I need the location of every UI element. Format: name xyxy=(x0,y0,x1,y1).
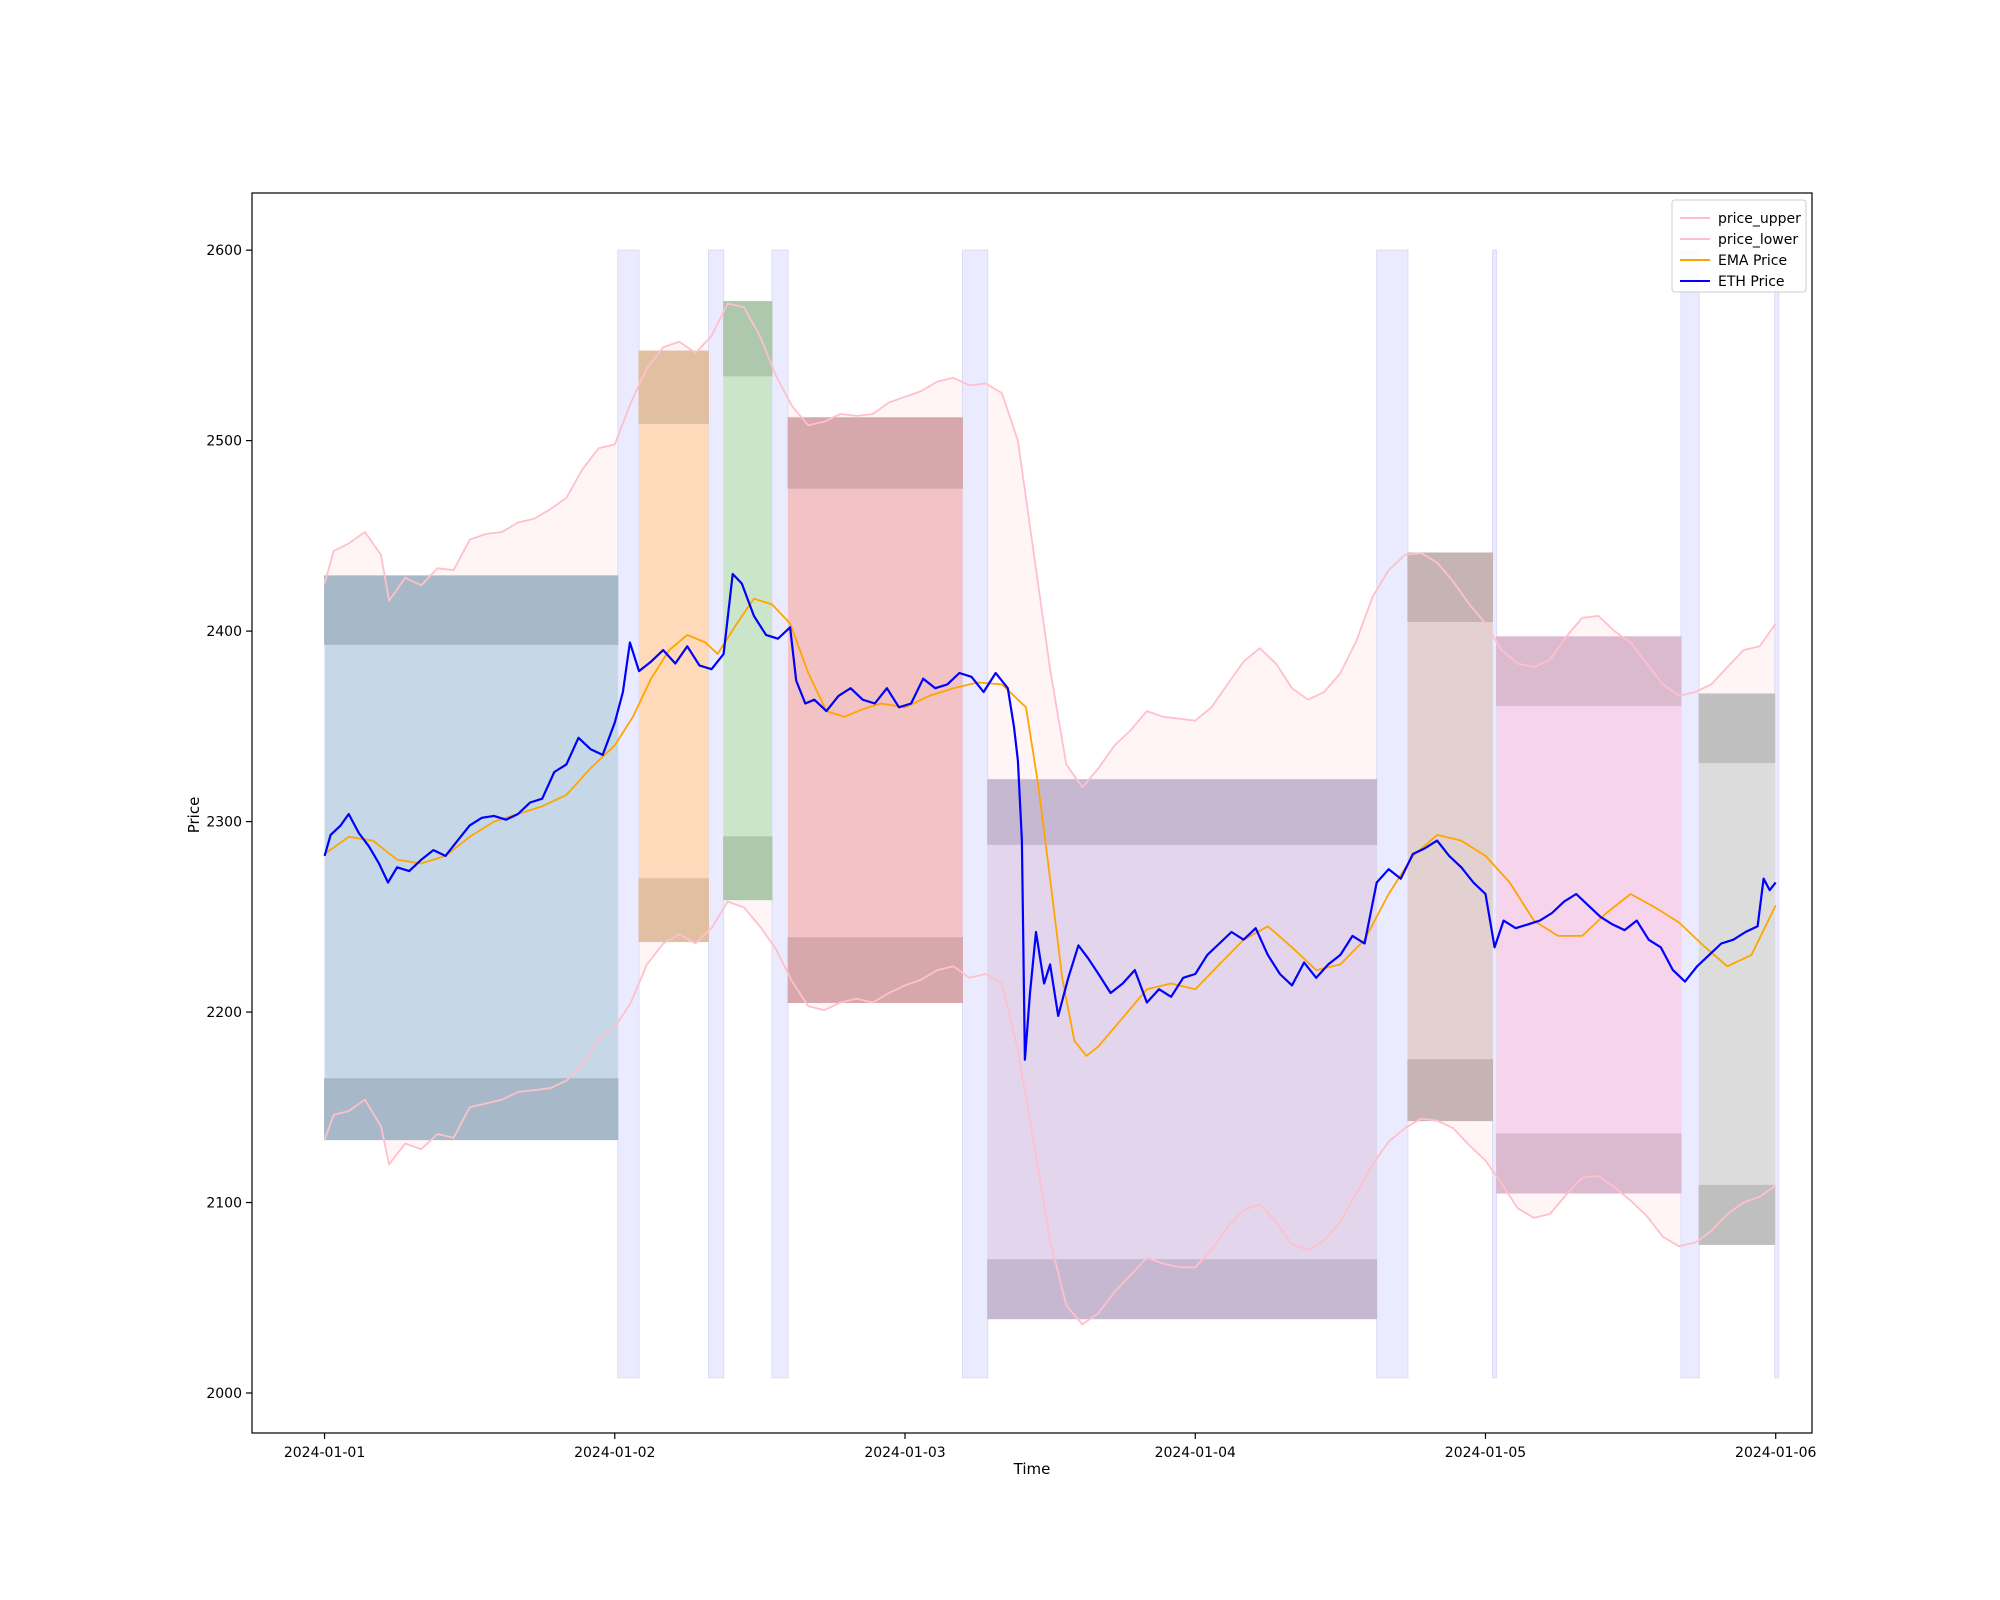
zone-4-lower-band xyxy=(787,937,963,1004)
zone-6-lower-band xyxy=(1407,1059,1494,1122)
y-axis: 2000 2100 2200 2300 2400 2500 2600 xyxy=(206,243,252,1402)
x-tick-label-2024-01-01: 2024-01-01 xyxy=(284,1445,365,1461)
x-axis: 2024-01-01 2024-01-02 2024-01-03 2024-01-04… xyxy=(284,1433,1816,1461)
zone-5-upper-band xyxy=(987,779,1378,845)
y-tick-label-2100: 2100 xyxy=(206,1196,242,1212)
series-line-price-upper xyxy=(323,302,1777,789)
legend: price_upper price_lower EMA Price ETH Price xyxy=(1671,199,1807,293)
zone-6-body xyxy=(1407,553,1493,1121)
zone-7-lower-band xyxy=(1496,1133,1682,1194)
x-tick-label-2024-01-04: 2024-01-04 xyxy=(1155,1445,1236,1461)
y-tick-label-2400: 2400 xyxy=(206,624,242,640)
x-tick-label-2024-01-03: 2024-01-03 xyxy=(864,1445,945,1461)
x-tick-label-2024-01-02: 2024-01-02 xyxy=(574,1445,655,1461)
zone-5-lower-band xyxy=(987,1259,1378,1320)
y-tick-label-2200: 2200 xyxy=(206,1005,242,1021)
legend-label-4: ETH Price xyxy=(1718,274,1785,290)
shaded-span-4 xyxy=(961,249,989,1379)
price-zones xyxy=(324,301,1776,1320)
shaded-span-5 xyxy=(1376,249,1409,1379)
legend-label-2: price_lower xyxy=(1718,232,1798,248)
legend-label-3: EMA Price xyxy=(1718,253,1787,269)
shaded-span-8 xyxy=(1774,249,1780,1379)
series-line-price-lower xyxy=(323,900,1777,1326)
zone-5-body xyxy=(987,779,1377,1319)
plot-frame xyxy=(251,192,1813,1434)
legend-box xyxy=(1671,199,1807,293)
zone-3-lower-band xyxy=(723,836,773,901)
zone-2-upper-band xyxy=(638,350,710,424)
zone-8-upper-band xyxy=(1698,693,1776,764)
shaded-span-1 xyxy=(617,249,640,1379)
zone-6-upper-band xyxy=(1407,552,1494,623)
y-tick-label-2500: 2500 xyxy=(206,434,242,450)
y-tick-label-2600: 2600 xyxy=(206,243,242,259)
x-tick-label-2024-01-05: 2024-01-05 xyxy=(1445,1445,1526,1461)
y-axis-title: Price xyxy=(185,797,203,834)
legend-label-1: price_upper xyxy=(1718,211,1801,227)
zone-1-upper-band xyxy=(324,575,619,645)
series-line-ema-price xyxy=(324,597,1777,1057)
zone-1-body xyxy=(324,575,618,1140)
zone-7-body xyxy=(1496,636,1681,1193)
zone-1-lower-band xyxy=(324,1078,619,1141)
shaded-span-2 xyxy=(708,249,725,1379)
series-line-eth-price xyxy=(323,572,1777,1061)
zone-2-lower-band xyxy=(638,878,710,943)
shaded-span-7 xyxy=(1680,249,1700,1379)
series-lines xyxy=(323,302,1777,1326)
x-axis-title: Time xyxy=(1013,1460,1051,1478)
y-tick-label-2300: 2300 xyxy=(206,815,242,831)
x-tick-label-2024-01-06: 2024-01-06 xyxy=(1735,1445,1816,1461)
shaded-span-6 xyxy=(1492,249,1498,1379)
zone-7-upper-band xyxy=(1496,636,1682,706)
shaded-span-3 xyxy=(771,249,789,1379)
zone-4-upper-band xyxy=(787,417,963,489)
zone-8-body xyxy=(1699,693,1775,1245)
y-tick-label-2000: 2000 xyxy=(206,1386,242,1402)
zone-4-body xyxy=(788,417,963,1003)
